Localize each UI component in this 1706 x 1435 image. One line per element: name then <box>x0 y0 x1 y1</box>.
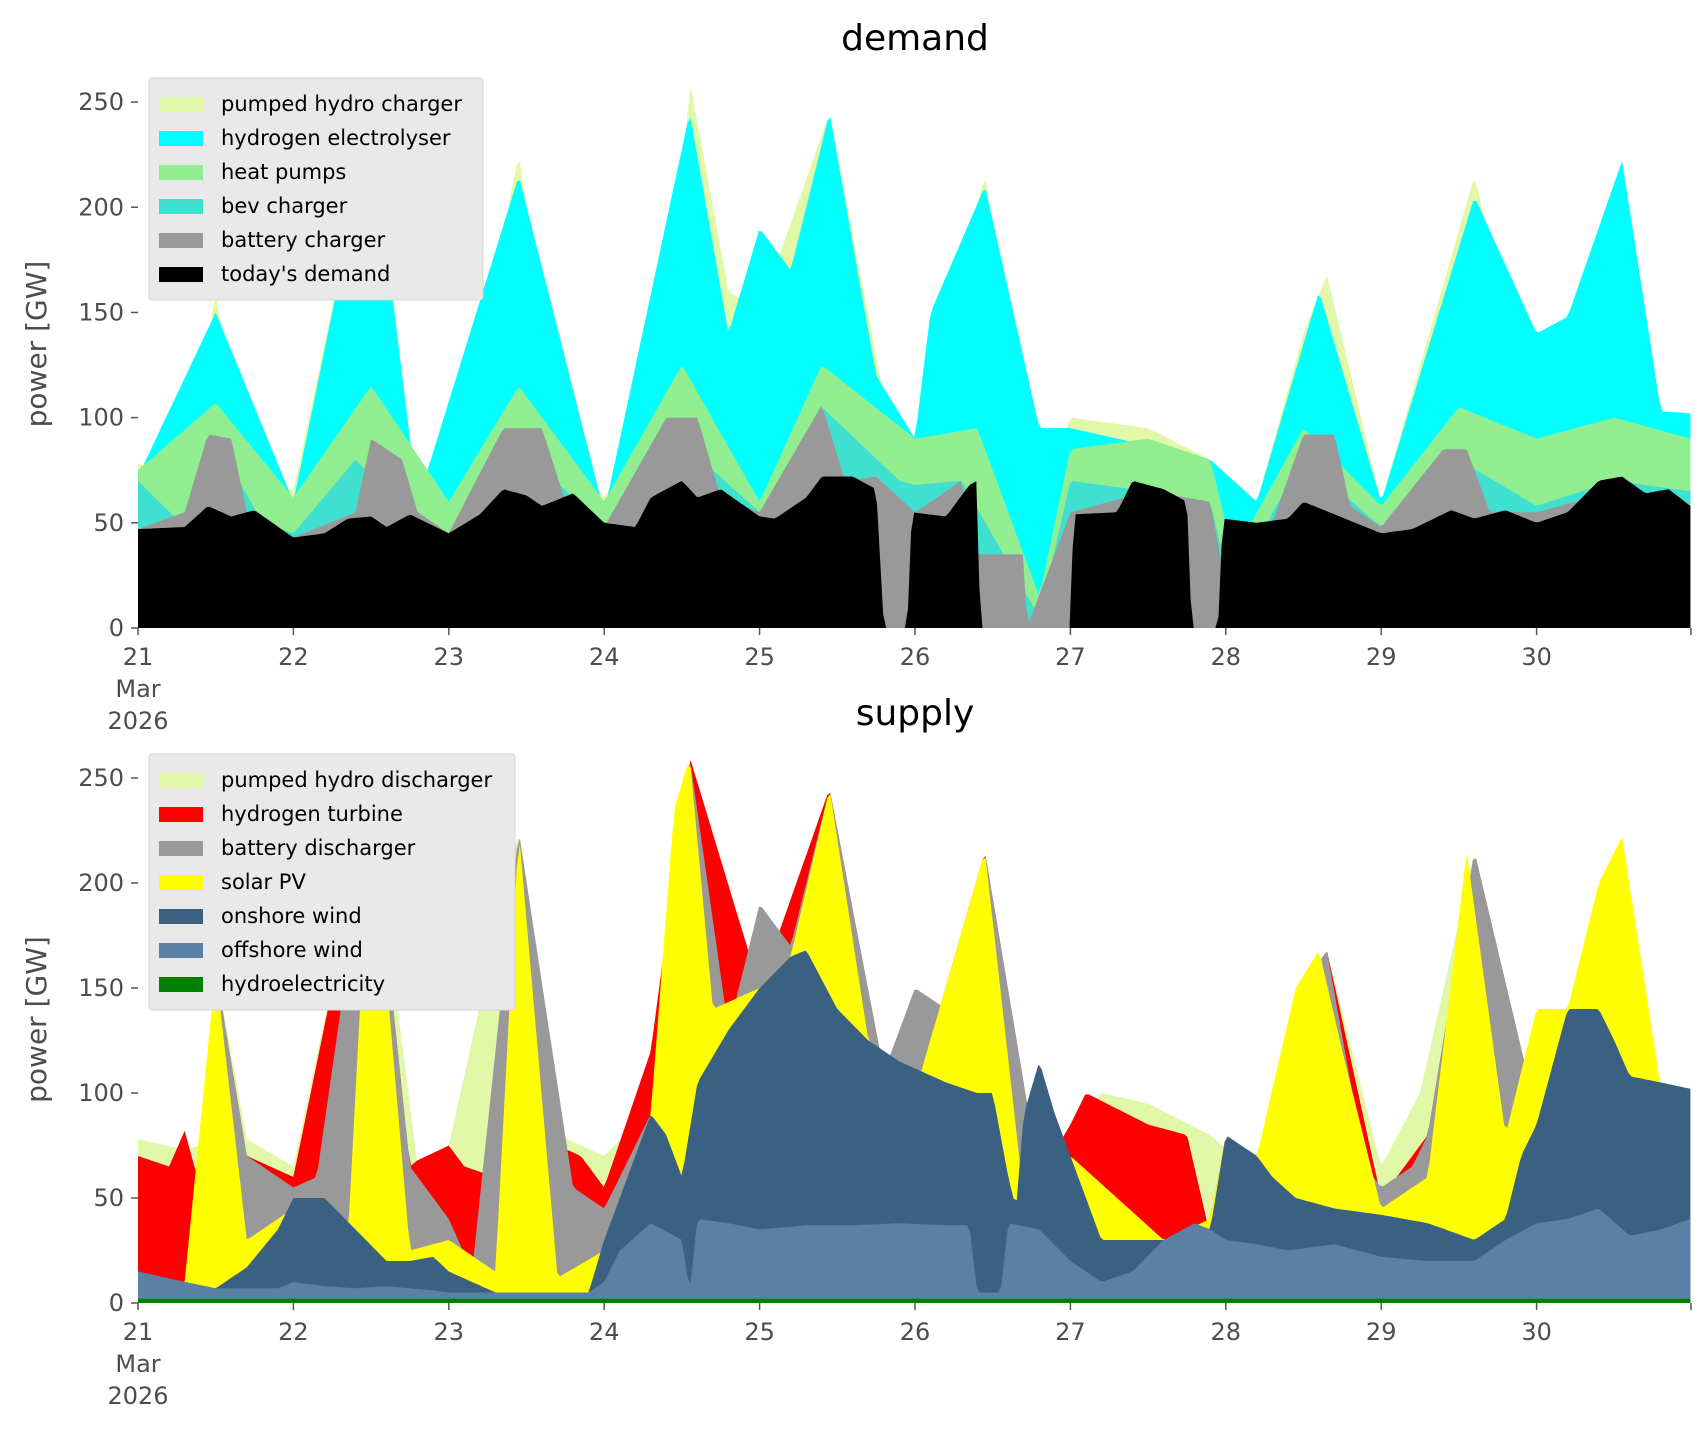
x-tick-label: 24 <box>589 1318 620 1346</box>
y-tick-label: 150 <box>78 298 124 326</box>
area-today-s-demand <box>138 476 1691 628</box>
x-tick-label: 2026 <box>107 707 168 735</box>
legend-label: offshore wind <box>221 938 363 962</box>
x-tick-label: 29 <box>1366 643 1397 671</box>
legend-swatch <box>159 909 203 924</box>
legend-swatch <box>159 841 203 856</box>
x-tick-label: 21 <box>123 643 154 671</box>
x-tick-label: 28 <box>1211 1318 1242 1346</box>
area-solar-pv <box>138 764 1691 1303</box>
x-tick-label: 23 <box>434 1318 465 1346</box>
x-tick-label: 25 <box>744 643 775 671</box>
legend-swatch <box>159 977 203 992</box>
x-tick-label: 28 <box>1211 643 1242 671</box>
legend-label: solar PV <box>221 870 306 894</box>
area-onshore-wind <box>138 950 1691 1303</box>
legend: pumped hydro discharger hydrogen turbine b… <box>148 753 516 1011</box>
x-tick-label: 24 <box>589 643 620 671</box>
legend-label: pumped hydro charger <box>221 92 462 116</box>
legend-label: battery discharger <box>221 836 416 860</box>
legend-box <box>148 753 516 1011</box>
area-offshore-wind <box>138 1209 1691 1303</box>
x-tick-label: 21 <box>123 1318 154 1346</box>
y-tick-label: 50 <box>93 1184 124 1212</box>
legend-label: onshore wind <box>221 904 362 928</box>
y-tick-label: 50 <box>93 509 124 537</box>
legend-swatch <box>159 199 203 214</box>
area-hydroelectricity <box>138 1298 1691 1303</box>
legend-swatch <box>159 807 203 822</box>
y-axis-label: power [GW] <box>20 261 53 428</box>
y-axis-label: power [GW] <box>20 936 53 1103</box>
x-tick-label: 26 <box>900 643 931 671</box>
legend-swatch <box>159 233 203 248</box>
y-tick-label: 100 <box>78 404 124 432</box>
legend-label: heat pumps <box>221 160 346 184</box>
y-tick-label: 200 <box>78 869 124 897</box>
x-tick-label: 30 <box>1521 643 1552 671</box>
x-tick-label: 22 <box>278 1318 309 1346</box>
x-tick-label: 26 <box>900 1318 931 1346</box>
legend-label: hydrogen turbine <box>221 802 403 826</box>
chart-title: demand <box>841 18 989 59</box>
legend-swatch <box>159 267 203 282</box>
y-tick-label: 200 <box>78 193 124 221</box>
x-tick-label: 30 <box>1521 1318 1552 1346</box>
legend-swatch <box>159 97 203 112</box>
x-tick-label: Mar <box>115 1350 160 1378</box>
x-tick-label: 27 <box>1055 643 1086 671</box>
x-tick-label: 29 <box>1366 1318 1397 1346</box>
y-tick-label: 0 <box>109 1289 124 1317</box>
chart-supply: supply 0 50 100 150 200 250 power [GW] 21 Mar 2026… <box>20 693 1692 1410</box>
legend-box <box>148 77 484 301</box>
legend-label: hydroelectricity <box>221 972 385 996</box>
x-tick-label: 2026 <box>107 1382 168 1410</box>
y-tick-label: 0 <box>109 614 124 642</box>
y-tick-label: 150 <box>78 974 124 1002</box>
legend-label: bev charger <box>221 194 348 218</box>
legend-swatch <box>159 943 203 958</box>
x-tick-label: 22 <box>278 643 309 671</box>
legend-label: today's demand <box>221 262 390 286</box>
y-tick-label: 250 <box>78 88 124 116</box>
legend-swatch <box>159 131 203 146</box>
legend-swatch <box>159 165 203 180</box>
legend-label: pumped hydro discharger <box>221 768 492 792</box>
x-tick-label: 27 <box>1055 1318 1086 1346</box>
x-tick-label: Mar <box>115 675 160 703</box>
legend-swatch <box>159 875 203 890</box>
chart-title: supply <box>856 693 975 734</box>
legend-label: hydrogen electrolyser <box>221 126 451 150</box>
legend: pumped hydro charger hydrogen electrolyse… <box>148 77 484 301</box>
chart-demand: demand 0 50 100 150 200 250 power [GW] 21 Mar 2026… <box>20 18 1692 735</box>
legend-label: battery charger <box>221 228 386 252</box>
y-tick-label: 250 <box>78 764 124 792</box>
x-tick-label: 23 <box>434 643 465 671</box>
x-tick-label: 25 <box>744 1318 775 1346</box>
legend-swatch <box>159 773 203 788</box>
y-tick-label: 100 <box>78 1079 124 1107</box>
